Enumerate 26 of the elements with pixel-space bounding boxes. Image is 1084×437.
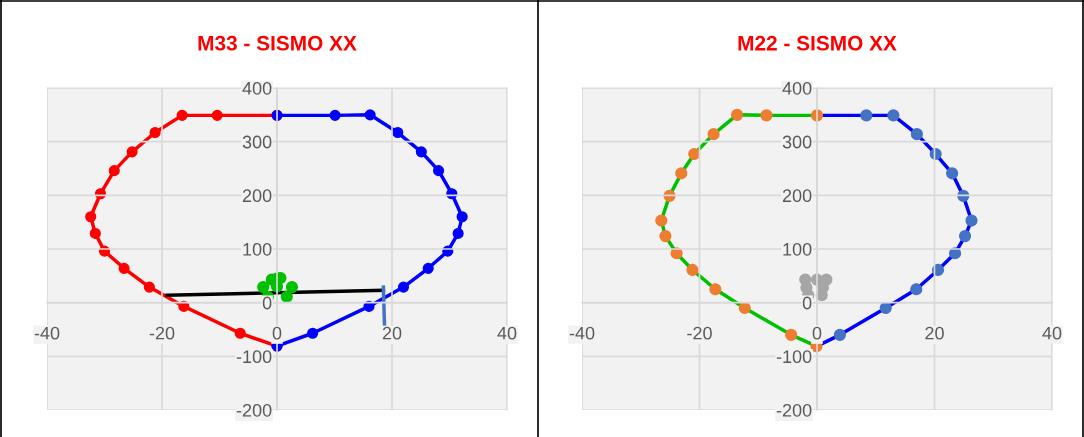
x-tick-label: 0 [812, 326, 822, 340]
chart-title: M33 - SISMO XX [198, 35, 357, 51]
x-tick-label: 0 [272, 326, 282, 340]
x-tick-label: 20 [382, 326, 402, 340]
x-tick-label: 20 [925, 326, 944, 340]
x-tick-label: -20 [149, 326, 175, 340]
y-tick-label: -100 [776, 350, 812, 364]
y-tick-label: 200 [242, 189, 272, 203]
x-tick-label: 40 [1042, 326, 1062, 340]
x-tick-label: 40 [497, 326, 517, 340]
y-tick-label: 300 [242, 135, 272, 149]
y-tick-label: -100 [236, 350, 272, 364]
chart-title: M22 - SISMO XX [738, 35, 897, 51]
y-tick-label: -200 [776, 403, 812, 417]
x-tick-label: -40 [34, 326, 60, 340]
y-tick-label: 100 [783, 242, 812, 256]
y-tick-label: 100 [243, 242, 272, 256]
y-tick-label: 400 [782, 81, 812, 95]
y-tick-label: -200 [236, 403, 272, 417]
y-tick-label: 300 [782, 135, 812, 149]
x-tick-label: -20 [687, 326, 712, 340]
y-tick-label: 0 [262, 296, 272, 310]
y-tick-label: 400 [242, 81, 272, 95]
y-tick-label: 200 [782, 189, 812, 203]
y-tick-label: 0 [802, 296, 812, 310]
x-tick-label: -40 [569, 326, 595, 340]
